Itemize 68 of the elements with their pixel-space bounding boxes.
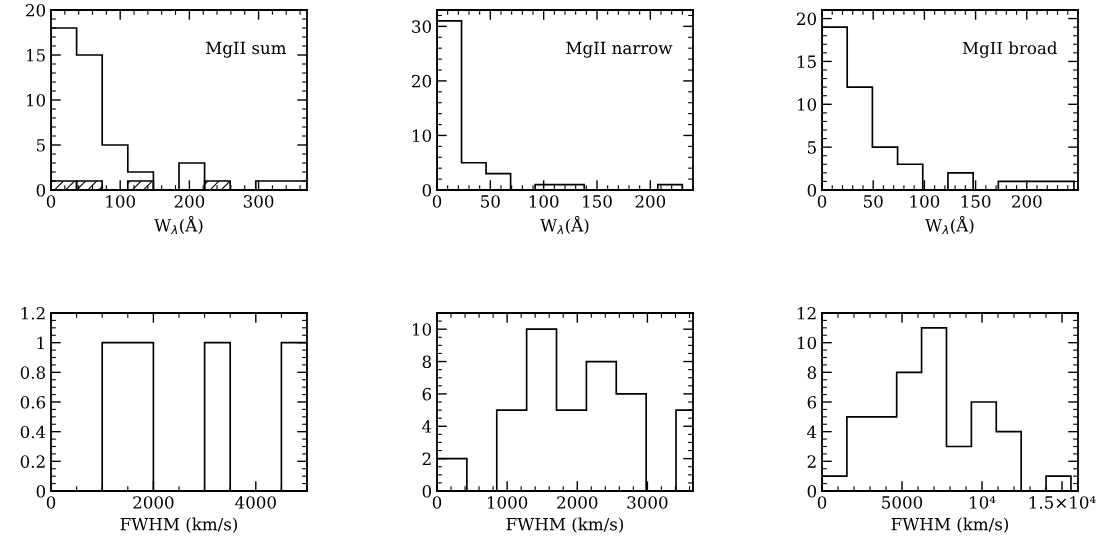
x-tick-label: 0: [432, 496, 442, 509]
y-tick-label: 0: [422, 183, 432, 197]
y-tick-label: 20: [797, 12, 817, 26]
y-tick-label: 10: [412, 129, 432, 143]
x-axis-title: FWHM (km/s): [506, 517, 624, 533]
x-tick-label: 0: [432, 195, 442, 208]
x-axis-title: FWHM (km/s): [891, 517, 1009, 533]
y-tick-label: 1.2: [21, 306, 45, 320]
y-tick-label: 30: [412, 20, 432, 33]
y-tick-label: 0.6: [20, 395, 46, 409]
y-tick-label: 0.4: [20, 425, 46, 439]
y-tick-label: 0: [807, 183, 817, 197]
x-tick-label: 4000: [235, 496, 276, 509]
y-tick-label: 5: [807, 141, 816, 154]
x-tick-label: 0: [46, 195, 56, 208]
y-tick-label: 5: [36, 139, 45, 152]
x-tick-label: 100: [529, 195, 559, 208]
y-tick-label: 12: [797, 306, 816, 320]
y-tick-label: 6: [422, 387, 432, 401]
y-tick-label: 0: [36, 484, 46, 498]
x-tick-label: 3000: [627, 496, 668, 509]
y-tick-label: 10: [797, 98, 817, 111]
y-tick-label: 10: [412, 323, 432, 336]
x-tick-label: 0: [817, 195, 827, 208]
x-tick-label: 300: [243, 195, 274, 208]
y-tick-label: 4: [807, 425, 817, 438]
x-tick-label: 5000: [882, 496, 923, 509]
y-tick-label: 1: [37, 336, 44, 349]
x-tick-label: 1.5×10⁴: [1029, 496, 1096, 509]
y-tick-label: 15: [797, 55, 816, 68]
y-tick-label: 15: [26, 48, 45, 62]
x-axis-title: FWHM (km/s): [120, 517, 238, 533]
y-tick-label: 0.8: [20, 366, 46, 379]
y-tick-label: 20: [412, 74, 432, 88]
x-tick-label: 200: [635, 195, 666, 208]
x-axis-title: W$_{λ}$(Å): [154, 215, 203, 235]
y-tick-label: 10: [26, 93, 46, 107]
y-tick-label: 20: [26, 3, 46, 17]
x-axis-title: W$_{λ}$(Å): [540, 215, 589, 235]
y-tick-label: 10: [797, 336, 817, 350]
y-tick-label: 8: [807, 366, 817, 379]
x-tick-label: 100: [910, 195, 940, 208]
x-tick-label: 50: [481, 195, 500, 208]
x-tick-label: 1000: [487, 496, 528, 509]
annotation: MgII sum: [206, 41, 287, 58]
x-tick-label: 150: [961, 195, 991, 208]
y-tick-label: 2: [807, 455, 816, 468]
x-tick-label: 200: [1012, 195, 1042, 208]
x-tick-label: 0: [817, 496, 827, 509]
annotation: MgII narrow: [566, 41, 673, 58]
y-tick-label: 0: [807, 484, 817, 498]
x-axis-title: W$_{λ}$(Å): [925, 215, 974, 235]
y-tick-label: 2: [422, 452, 431, 465]
x-tick-label: 2000: [557, 496, 598, 509]
y-tick-label: 0: [422, 484, 432, 498]
y-tick-label: 8: [422, 355, 432, 369]
y-tick-label: 4: [422, 420, 432, 433]
y-tick-label: 0.2: [20, 455, 45, 468]
y-tick-label: 0: [36, 183, 46, 197]
x-tick-label: 150: [583, 195, 612, 208]
x-tick-label: 100: [106, 195, 135, 208]
annotation: MgII broad: [962, 41, 1058, 58]
x-tick-label: 50: [864, 195, 883, 208]
y-tick-label: 6: [807, 395, 817, 409]
x-tick-label: 0: [46, 496, 56, 509]
x-tick-label: 2000: [133, 496, 174, 509]
x-tick-label: 200: [174, 195, 205, 208]
x-tick-label: 10⁴: [970, 496, 996, 509]
